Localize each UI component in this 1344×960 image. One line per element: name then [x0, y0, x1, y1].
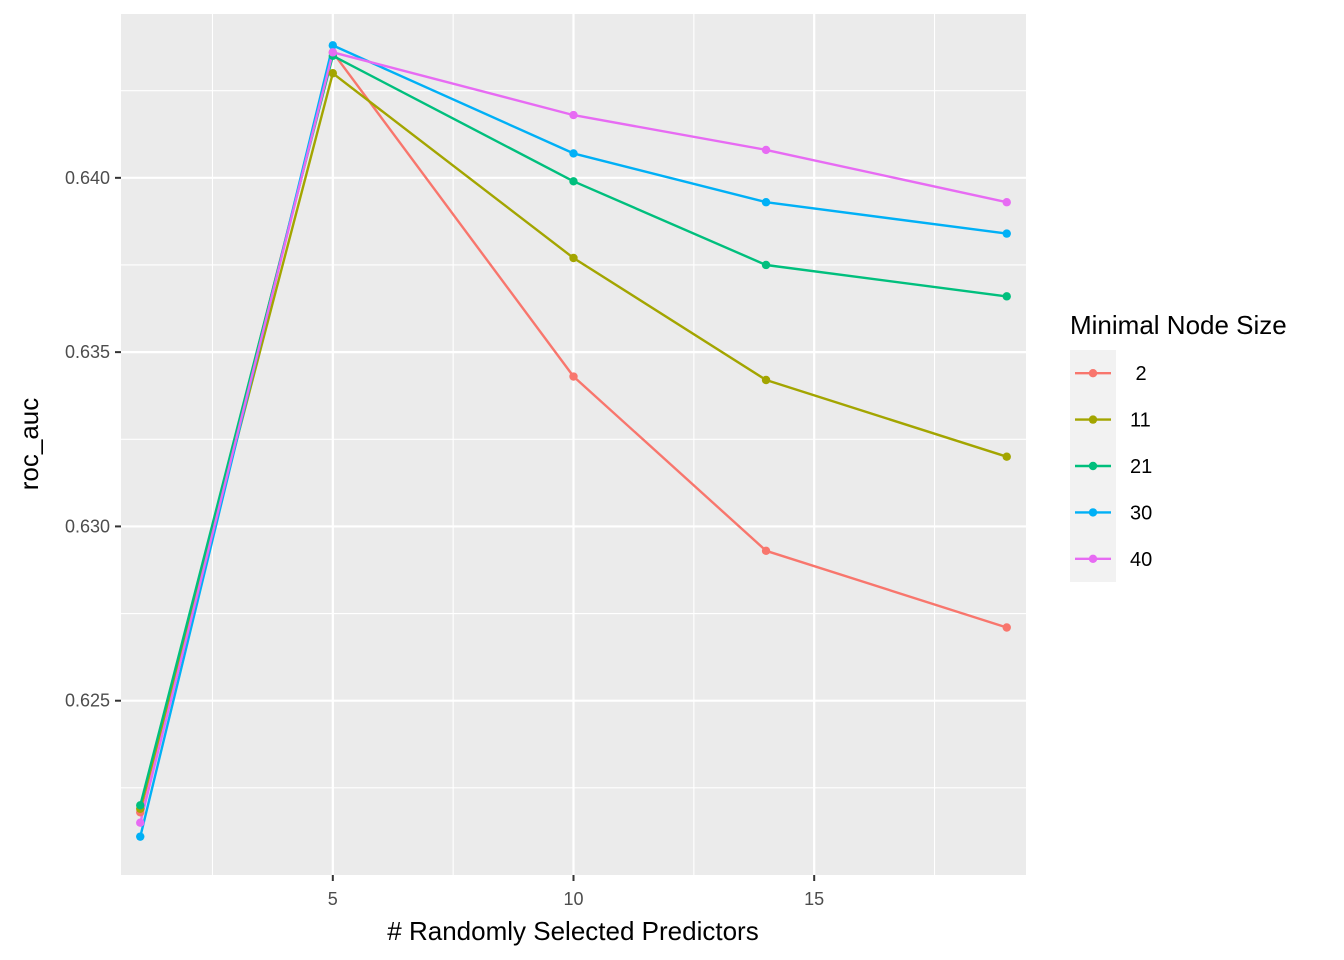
legend-label-2: 2 — [1130, 363, 1147, 385]
legend-label-21: 21 — [1130, 456, 1152, 478]
legend-key-point-11 — [1088, 415, 1098, 424]
data-point-30 — [761, 198, 771, 207]
data-point-30 — [1002, 229, 1011, 238]
data-point-21 — [761, 260, 771, 270]
legend-title: Minimal Node Size — [1070, 310, 1287, 340]
y-tick-label: 0.625 — [65, 691, 110, 711]
y-tick-label: 0.640 — [65, 168, 110, 188]
legend-key-point-21 — [1088, 461, 1098, 471]
data-point-21 — [1002, 292, 1011, 301]
data-point-30 — [569, 149, 578, 158]
data-point-11 — [328, 69, 338, 78]
series-points — [136, 41, 1011, 841]
data-point-2 — [761, 546, 771, 556]
legend-key-point-30 — [1088, 508, 1098, 517]
x-tick-label: 5 — [328, 889, 338, 909]
legend-key-point-40 — [1088, 554, 1098, 563]
legend-label-11: 11 — [1130, 410, 1151, 432]
data-point-11 — [761, 375, 771, 385]
y-tick-labels: 0.625 0.630 0.635 0.640 — [65, 168, 110, 711]
legend-items: 2 11 21 30 40 — [1075, 363, 1152, 571]
legend-label-30: 30 — [1130, 502, 1152, 524]
x-tick-label: 15 — [804, 889, 824, 909]
y-axis-title: roc_auc — [14, 398, 44, 491]
data-point-21 — [569, 177, 578, 186]
data-point-30 — [328, 41, 338, 50]
data-point-40 — [136, 818, 145, 827]
y-tick-label: 0.635 — [65, 342, 110, 362]
data-point-11 — [569, 253, 578, 263]
legend-label-40: 40 — [1130, 549, 1152, 571]
y-tick-label: 0.630 — [65, 516, 110, 536]
data-point-40 — [761, 145, 771, 155]
data-point-11 — [1002, 452, 1011, 461]
data-point-40 — [328, 48, 338, 57]
data-point-21 — [136, 801, 145, 810]
axis-ticks — [115, 176, 816, 881]
legend-key-point-2 — [1088, 369, 1098, 378]
x-axis-title: # Randomly Selected Predictors — [387, 916, 758, 946]
data-point-2 — [569, 372, 578, 381]
data-point-30 — [136, 832, 145, 841]
x-tick-label: 10 — [563, 889, 583, 909]
data-point-40 — [569, 110, 578, 120]
legend: Minimal Node Size 2 11 21 30 40 — [1070, 310, 1287, 582]
x-tick-labels: 5 10 15 — [328, 889, 824, 909]
data-point-40 — [1002, 198, 1011, 207]
data-point-2 — [1002, 623, 1011, 632]
